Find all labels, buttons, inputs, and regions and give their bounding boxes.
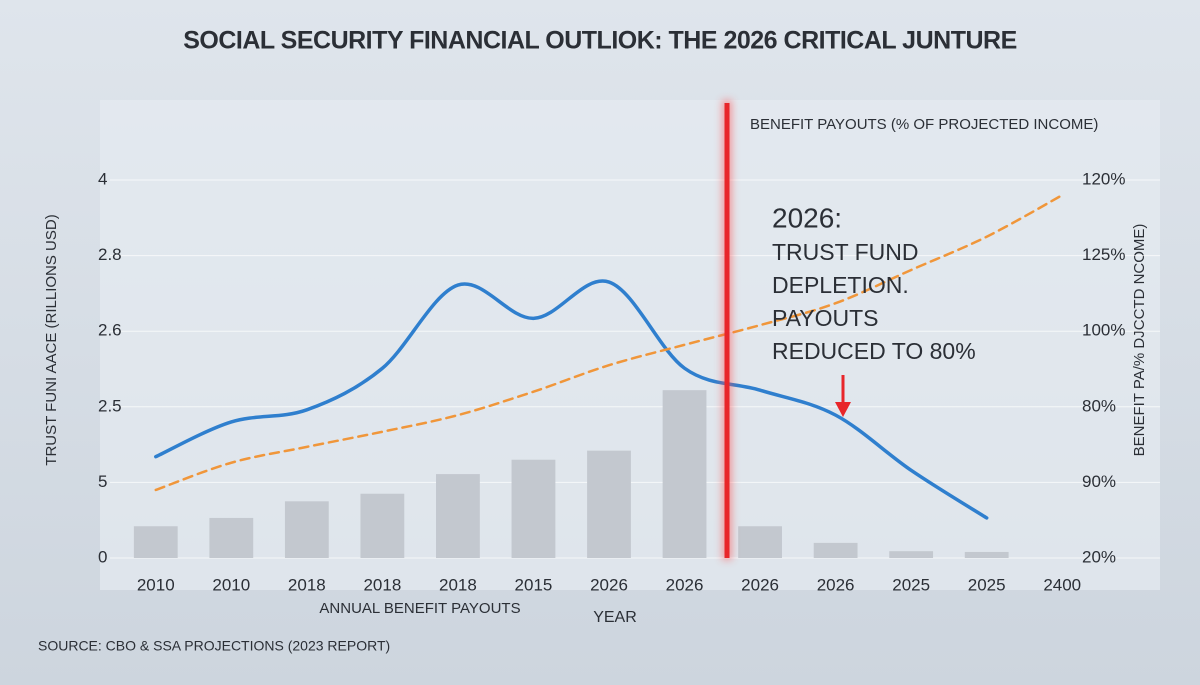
y-tick-label: 5 <box>98 472 107 491</box>
x-tick-label: 2025 <box>968 575 1006 594</box>
bar <box>964 551 1009 558</box>
bar <box>889 551 934 558</box>
annotation-line: DEPLETION. <box>772 272 909 298</box>
bar <box>511 459 556 558</box>
x-tick-label: 2400 <box>1043 575 1081 594</box>
bar <box>284 501 329 558</box>
y2-axis-label: BENEFIT PA/% DJCCTD NCOME) <box>1131 224 1148 457</box>
marks <box>133 193 1064 558</box>
y2-tick-label: 125% <box>1082 245 1125 264</box>
subtitle: BENEFIT PAYOUTS (% OF PROJECTED INCOME) <box>750 116 1098 133</box>
bar <box>436 474 480 558</box>
y-tick-label: 2.6 <box>98 321 122 340</box>
x-tick-label: 2026 <box>666 575 704 594</box>
x-tick-label: 2025 <box>892 575 930 594</box>
y-tick-label: 2.5 <box>98 396 122 415</box>
bar <box>738 526 782 558</box>
bar <box>662 390 707 558</box>
bar-series-label: ANNUAL BENEFIT PAYOUTS <box>319 600 520 617</box>
line <box>154 279 989 520</box>
annotation-line: TRUST FUND <box>772 239 919 265</box>
dashed-line <box>154 193 1064 492</box>
annotation-line: 2026: <box>772 202 842 233</box>
x-tick-label: 2015 <box>515 575 553 594</box>
x-tick-label: 2026 <box>590 575 628 594</box>
annotation-line: REDUCED TO 80% <box>772 338 976 364</box>
y-axis-label: TRUST FUNI AACE (RILLIONS USD) <box>43 214 60 465</box>
y2-tick-label: 80% <box>1082 396 1116 415</box>
x-axis-label: YEAR <box>593 609 637 626</box>
source: SOURCE: CBO & SSA PROJECTIONS (2023 REPO… <box>38 638 390 654</box>
bar <box>133 526 178 558</box>
y2-tick-label: 20% <box>1082 547 1116 566</box>
x-tick-label: 2018 <box>439 575 477 594</box>
y-tick-label: 0 <box>98 547 107 566</box>
bar <box>813 542 858 558</box>
arrow-head <box>835 402 851 417</box>
y-tick-label: 4 <box>98 169 107 188</box>
x-tick-label: 2018 <box>288 575 326 594</box>
bar <box>360 493 405 558</box>
annotation-line: PAYOUTS <box>772 305 879 331</box>
x-tick-label: 2026 <box>741 575 779 594</box>
x-tick-label: 2010 <box>137 575 175 594</box>
x-tick-label: 2018 <box>363 575 401 594</box>
bar <box>209 517 254 558</box>
y2-tick-label: 120% <box>1082 169 1125 188</box>
y-tick-label: 2.8 <box>98 245 122 264</box>
chart-title: SOCIAL SECURITY FINANCIAL OUTLIOK: THE 2… <box>183 27 1017 55</box>
y2-tick-label: 100% <box>1082 321 1125 340</box>
x-tick-label: 2010 <box>212 575 250 594</box>
bar <box>587 450 631 558</box>
y2-tick-label: 90% <box>1082 472 1116 491</box>
annotation: 2026: TRUST FUND DEPLETION. PAYOUTS REDU… <box>772 202 976 364</box>
x-tick-label: 2026 <box>817 575 855 594</box>
